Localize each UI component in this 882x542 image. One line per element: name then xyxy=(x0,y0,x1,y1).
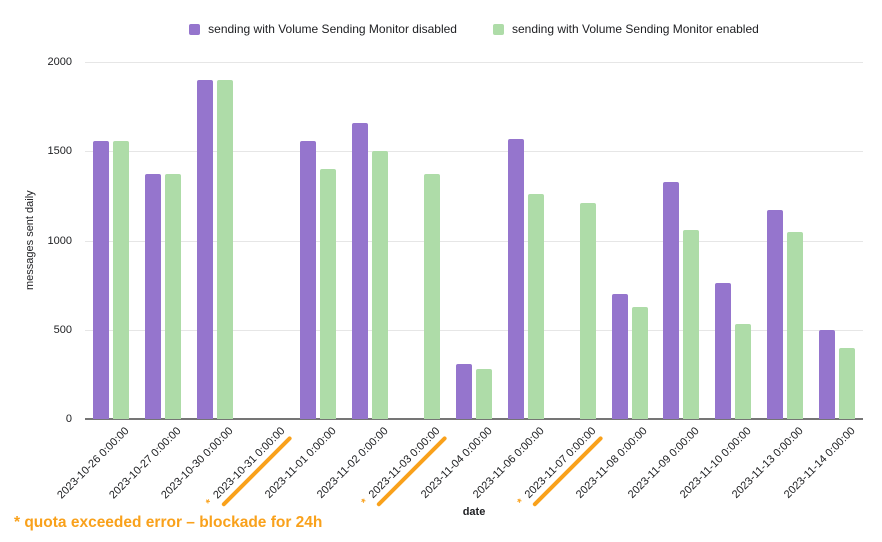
bar-group-2023-10-27 xyxy=(137,62,189,419)
legend-item-monitor-disabled[interactable]: sending with Volume Sending Monitor disa… xyxy=(189,22,457,36)
legend-label-monitor-disabled: sending with Volume Sending Monitor disa… xyxy=(208,22,457,36)
bar-enabled-2023-10-30 xyxy=(216,79,233,419)
bar-disabled-2023-11-14 xyxy=(819,329,836,419)
bar-enabled-2023-11-09 xyxy=(683,229,700,419)
gridline-500 xyxy=(85,329,863,331)
footnote-quota-exceeded-note: * quota exceeded error – blockade for 24… xyxy=(14,514,323,531)
bar-disabled-2023-10-27 xyxy=(144,174,161,419)
bar-enabled-2023-10-26 xyxy=(112,140,129,419)
bar-group-2023-11-08 xyxy=(604,62,656,419)
bar-group-2023-10-26 xyxy=(85,62,137,419)
bar-group-2023-11-14 xyxy=(811,62,863,419)
y-tick-2000: 2000 xyxy=(47,56,72,68)
legend-swatch-enabled-icon xyxy=(492,23,504,35)
bar-enabled-2023-11-08 xyxy=(631,306,648,419)
bar-group-2023-11-01 xyxy=(292,62,344,419)
y-tick-500: 500 xyxy=(53,323,72,336)
legend-item-monitor-enabled[interactable]: sending with Volume Sending Monitor enab… xyxy=(492,22,759,36)
bar-group-2023-11-04 xyxy=(448,62,500,419)
bar-enabled-2023-11-03 xyxy=(424,174,441,419)
bar-disabled-2023-11-13 xyxy=(767,210,784,419)
bar-disabled-2023-10-30 xyxy=(196,79,213,419)
bar-enabled-2023-11-04 xyxy=(475,369,492,419)
bar-group-2023-11-02 xyxy=(344,62,396,419)
legend-swatch-disabled-icon xyxy=(189,23,201,35)
y-tick-1500: 1500 xyxy=(47,145,72,158)
bar-disabled-2023-11-10 xyxy=(715,283,732,419)
bar-group-2023-11-06 xyxy=(500,62,552,419)
bar-group-2023-11-10 xyxy=(707,62,759,419)
bar-disabled-2023-11-09 xyxy=(663,181,680,419)
bar-disabled-2023-11-06 xyxy=(507,138,524,419)
bar-enabled-2023-11-13 xyxy=(787,231,804,419)
y-tick-0: 0 xyxy=(65,413,72,425)
x-axis-title: date xyxy=(462,506,486,518)
bar-disabled-2023-11-02 xyxy=(352,122,369,419)
bar-enabled-2023-11-14 xyxy=(839,347,856,419)
bar-disabled-2023-11-04 xyxy=(455,363,472,419)
legend-label-monitor-enabled: sending with Volume Sending Monitor enab… xyxy=(511,22,759,36)
chart-legend: sending with Volume Sending Monitor disa… xyxy=(85,22,863,36)
bar-enabled-2023-11-06 xyxy=(527,194,544,419)
bar-enabled-2023-11-01 xyxy=(320,169,337,419)
bar-disabled-2023-11-01 xyxy=(300,140,317,419)
bar-group-2023-11-07 xyxy=(552,62,604,419)
bar-disabled-2023-11-08 xyxy=(611,294,628,419)
bar-disabled-2023-10-26 xyxy=(92,140,109,419)
bar-group-2023-10-31 xyxy=(241,62,293,419)
bar-group-2023-11-13 xyxy=(759,62,811,419)
bar-enabled-2023-11-02 xyxy=(372,151,389,419)
bar-enabled-2023-10-27 xyxy=(164,174,181,419)
plot-area xyxy=(85,62,863,420)
bar-enabled-2023-11-10 xyxy=(735,324,752,419)
bar-enabled-2023-11-07 xyxy=(579,203,596,419)
gridline-1500 xyxy=(85,151,863,153)
x-axis-line xyxy=(85,418,863,420)
bar-group-2023-11-09 xyxy=(656,62,708,419)
gridline-2000 xyxy=(85,62,863,63)
y-tick-1000: 1000 xyxy=(47,234,72,247)
bar-group-2023-10-30 xyxy=(189,62,241,419)
bar-group-2023-11-03 xyxy=(396,62,448,419)
gridline-1000 xyxy=(85,240,863,242)
